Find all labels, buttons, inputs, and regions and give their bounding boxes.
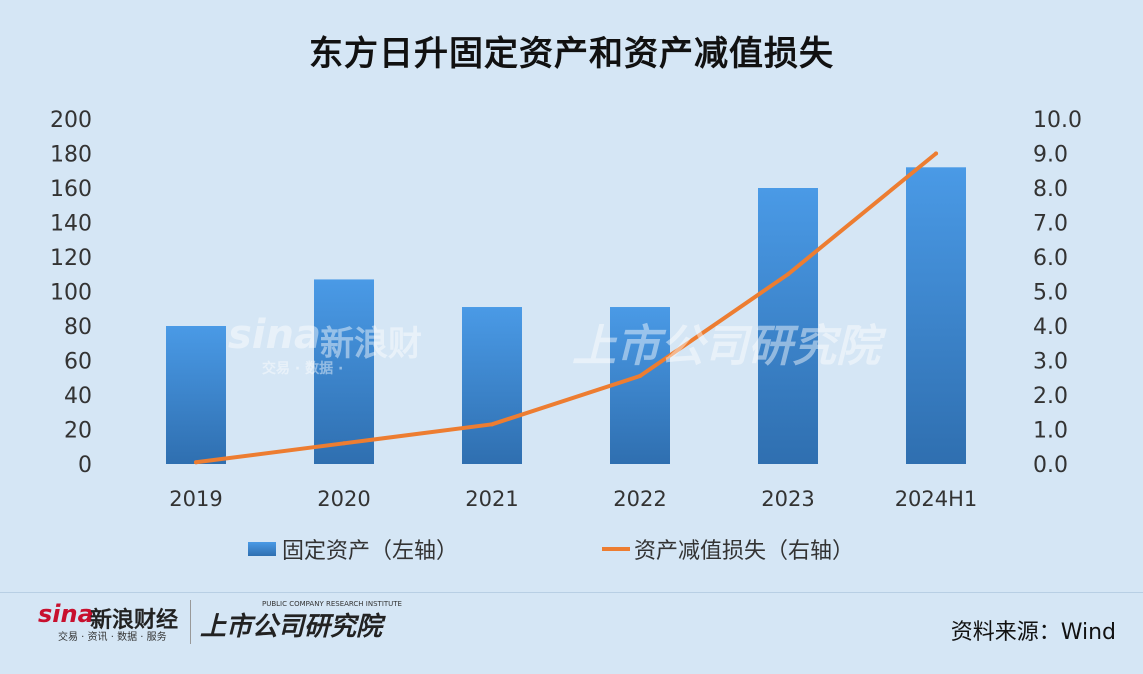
- footer-divider-line: [0, 592, 1143, 593]
- y-right-tick-label: 10.0: [1033, 108, 1082, 133]
- line-point-impairment-loss: [786, 272, 790, 277]
- y-right-tick-label: 1.0: [1033, 419, 1068, 444]
- legend-label-impairment-loss: 资产减值损失（右轴）: [634, 539, 854, 564]
- chart-title: 东方日升固定资产和资产减值损失: [309, 34, 834, 74]
- y-right-tick-label: 0.0: [1033, 453, 1068, 478]
- y-left-tick-label: 60: [64, 350, 92, 375]
- y-left-tick-label: 0: [78, 453, 92, 478]
- bar-fixed-assets: [166, 326, 226, 464]
- bar-fixed-assets: [462, 307, 522, 464]
- sina-finance-tagline: 交易 · 资讯 · 数据 · 服务: [58, 632, 167, 643]
- y-left-tick-label: 40: [64, 384, 92, 409]
- line-impairment-loss: [194, 151, 938, 465]
- x-tick-label: 2022: [613, 487, 666, 511]
- institute-english-name: PUBLIC COMPANY RESEARCH INSTITUTE: [262, 600, 402, 608]
- bar-fixed-assets: [758, 188, 818, 464]
- y-left-tick-label: 100: [50, 281, 92, 306]
- data-source-note: 资料来源：Wind: [950, 620, 1116, 645]
- line-point-impairment-loss: [342, 441, 346, 446]
- legend-label-fixed-assets: 固定资产（左轴）: [282, 539, 458, 564]
- bar-fixed-assets: [906, 167, 966, 465]
- line-point-impairment-loss: [194, 460, 198, 465]
- bar-fixed-assets: [314, 279, 374, 464]
- y-right-tick-label: 5.0: [1033, 281, 1068, 306]
- x-tick-label: 2019: [169, 487, 222, 511]
- y-left-tick-label: 80: [64, 315, 92, 340]
- y-left-tick-label: 160: [50, 177, 92, 202]
- y-left-tick-label: 120: [50, 246, 92, 271]
- y-right-tick-label: 4.0: [1033, 315, 1068, 340]
- sina-logo-text: sina: [38, 600, 94, 628]
- y-right-tick-label: 7.0: [1033, 212, 1068, 237]
- y-right-tick-label: 3.0: [1033, 350, 1068, 375]
- y-left-tick-label: 140: [50, 212, 92, 237]
- x-tick-label: 2021: [465, 487, 518, 511]
- y-right-tick-label: 6.0: [1033, 246, 1068, 271]
- y-left-tick-label: 180: [50, 143, 92, 168]
- x-tick-label: 2023: [761, 487, 814, 511]
- institute-name: 上市公司研究院: [200, 612, 383, 642]
- chart-plot: 0 20 40 60 80 100 120 140 160 180 200 0.0 1.0 2.0 3.0 4…: [50, 108, 1082, 564]
- line-point-impairment-loss: [638, 374, 642, 379]
- x-tick-label: 2020: [317, 487, 370, 511]
- line-point-impairment-loss: [934, 151, 938, 156]
- y-right-tick-label: 9.0: [1033, 143, 1068, 168]
- x-tick-label: 2024H1: [895, 487, 978, 511]
- bar-fixed-assets: [610, 307, 670, 464]
- y-left-tick-label: 200: [50, 108, 92, 133]
- sina-finance-name: 新浪财经: [90, 608, 179, 633]
- y-right-tick-label: 8.0: [1033, 177, 1068, 202]
- y-left-tick-label: 20: [64, 419, 92, 444]
- line-point-impairment-loss: [490, 422, 494, 427]
- logo-divider: [190, 600, 191, 644]
- y-right-tick-label: 2.0: [1033, 384, 1068, 409]
- legend-swatch-fixed-assets: [248, 542, 276, 556]
